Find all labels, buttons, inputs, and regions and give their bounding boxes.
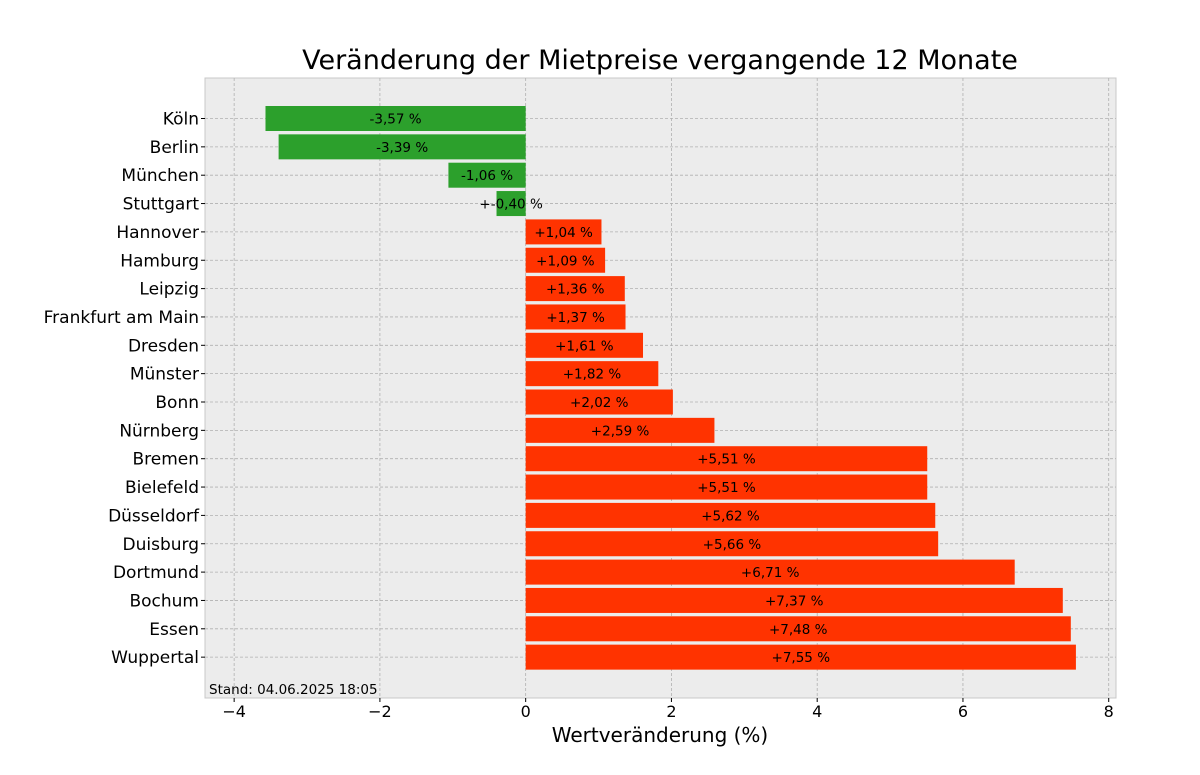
- bar: [525, 502, 936, 528]
- category-label: Köln: [163, 110, 199, 130]
- category-label: Bielefeld: [125, 478, 199, 498]
- category-label: Bremen: [132, 450, 199, 470]
- category-label: München: [121, 166, 199, 186]
- category-label: Dortmund: [113, 563, 199, 583]
- x-tick-label: 6: [958, 702, 968, 721]
- category-label: Stuttgart: [123, 195, 200, 215]
- x-tick-label: 0: [521, 702, 531, 721]
- category-label: Essen: [149, 620, 199, 640]
- bar: [496, 191, 526, 217]
- bar-value-label: +1,09 %: [536, 253, 595, 269]
- bars: [265, 106, 1076, 670]
- bar: [525, 616, 1071, 642]
- bar-value-label: +1,36 %: [546, 282, 605, 298]
- category-label: Berlin: [150, 138, 199, 158]
- bar: [525, 644, 1076, 670]
- bar-value-label: +1,04 %: [534, 225, 593, 241]
- x-tick-label: −4: [222, 702, 246, 721]
- category-label: Hannover: [116, 223, 199, 243]
- bar-value-label: +2,02 %: [570, 395, 629, 411]
- bar-value-label: -1,06 %: [461, 168, 513, 184]
- chart-title: Veränderung der Mietpreise vergangende 1…: [302, 45, 1018, 76]
- bar-value-label: +5,51 %: [697, 480, 756, 496]
- category-label: Wuppertal: [111, 648, 199, 668]
- category-label: Bonn: [155, 393, 199, 413]
- bar: [278, 134, 526, 160]
- category-label: Bochum: [129, 591, 199, 611]
- bar: [525, 276, 625, 302]
- category-labels: Köln Berlin München Stuttgart Hannover Hambur…: [44, 110, 205, 668]
- category-label: Dresden: [128, 336, 199, 356]
- bar: [525, 587, 1063, 613]
- bar: [525, 219, 602, 245]
- bar: [525, 531, 939, 557]
- x-axis-ticks: −4 −2 0 2 4 6 8: [222, 698, 1114, 721]
- category-label: Leipzig: [139, 280, 199, 300]
- bar: [525, 474, 928, 500]
- bar: [525, 446, 928, 472]
- category-label: Nürnberg: [119, 421, 199, 441]
- category-label: Düsseldorf: [108, 506, 200, 526]
- x-axis-label: Wertveränderung (%): [552, 723, 769, 747]
- timestamp-note: Stand: 04.06.2025 18:05: [209, 682, 378, 698]
- bar: [525, 559, 1015, 585]
- bar: [525, 332, 644, 358]
- category-label: Frankfurt am Main: [44, 308, 199, 328]
- bar: [525, 417, 715, 443]
- bar: [525, 361, 659, 387]
- bar-value-label: +5,62 %: [701, 508, 760, 524]
- bar: [448, 162, 526, 188]
- x-tick-label: 2: [666, 702, 676, 721]
- category-label: Hamburg: [120, 251, 199, 271]
- bar-value-label: -3,39 %: [376, 140, 428, 156]
- bar: [525, 389, 673, 415]
- bar-value-labels: -3,57 % -3,39 % -1,06 % +-0,40 % +1,04 % +1,0…: [370, 112, 831, 667]
- bar-value-label: +7,48 %: [769, 622, 828, 638]
- bar: [525, 247, 606, 273]
- bar-value-label: -3,57 %: [370, 112, 422, 128]
- bar-value-label: +-0,40 %: [479, 197, 543, 213]
- bar-value-label: +2,59 %: [591, 423, 650, 439]
- bar-value-label: +6,71 %: [741, 565, 800, 581]
- x-tick-label: −2: [368, 702, 392, 721]
- bar-value-label: +5,51 %: [697, 452, 756, 468]
- bar-value-label: +1,37 %: [546, 310, 605, 326]
- bar-value-label: +1,61 %: [555, 338, 614, 354]
- bar-value-label: +5,66 %: [703, 537, 762, 553]
- bar: [265, 106, 526, 131]
- x-tick-label: 4: [812, 702, 822, 721]
- category-label: Duisburg: [123, 535, 200, 555]
- bar-value-label: +1,82 %: [563, 367, 622, 383]
- x-tick-label: 8: [1104, 702, 1114, 721]
- category-label: Münster: [130, 365, 199, 385]
- bar-value-label: +7,37 %: [765, 593, 824, 609]
- bar: [525, 304, 626, 330]
- bar-value-label: +7,55 %: [772, 650, 831, 666]
